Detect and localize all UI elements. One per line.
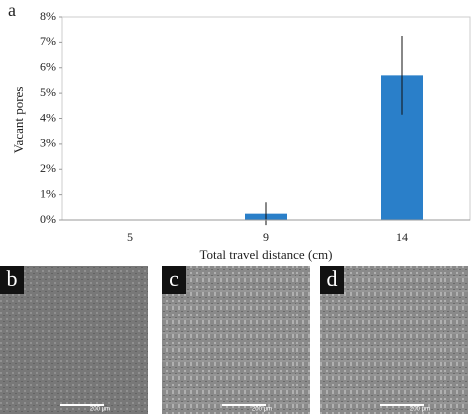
y-tick-label: 3% [40,136,56,150]
panel-label: b [7,266,18,291]
panel-label-box [320,266,344,294]
scale-label: 200 μm [410,407,430,413]
x-tick-label: 5 [127,230,133,244]
y-tick-label: 6% [40,60,56,74]
panel-label: a [8,0,16,20]
panel-label-box [162,266,186,294]
scale-label: 200 μm [252,407,272,413]
micrograph [0,266,148,414]
y-tick-label: 2% [40,161,56,175]
x-axis-label: Total travel distance (cm) [199,247,332,262]
panel-label-box [0,266,24,294]
micrograph [320,266,468,414]
panel-label: c [169,266,179,291]
y-tick-label: 7% [40,34,56,48]
panel-label: d [327,266,338,291]
y-tick-label: 1% [40,186,56,200]
y-tick-label: 0% [40,212,56,226]
y-tick-label: 4% [40,110,56,124]
micrograph [162,266,310,414]
shade [0,266,148,414]
y-tick-label: 5% [40,85,56,99]
x-tick-label: 9 [263,230,269,244]
scale-label: 200 μm [90,407,110,413]
y-axis-label: Vacant pores [11,87,26,154]
y-tick-label: 8% [40,9,56,23]
x-tick-label: 14 [396,230,408,244]
